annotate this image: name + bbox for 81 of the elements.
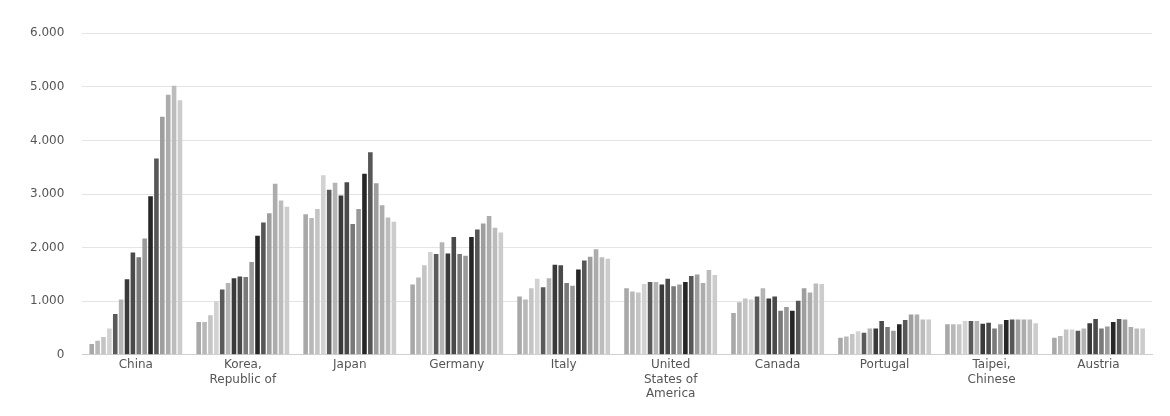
bar [677, 284, 682, 355]
bar [112, 314, 118, 355]
bar [986, 322, 991, 355]
y-tick-label: 6.000 [29, 25, 65, 40]
bar [89, 344, 95, 355]
bar [1052, 337, 1057, 355]
bar [255, 235, 260, 355]
bar [261, 222, 266, 355]
bar [475, 229, 480, 355]
y-tick-label: 3.000 [29, 186, 65, 201]
bar [784, 307, 789, 355]
bar [1093, 318, 1098, 355]
bar [795, 300, 801, 355]
x-tick-label: United States of America [643, 357, 699, 400]
bar [1027, 319, 1033, 355]
y-tick-label: 1.000 [29, 293, 65, 308]
bar [160, 116, 165, 355]
bar [148, 196, 153, 355]
bar [683, 281, 688, 355]
x-tick-label: China [118, 357, 153, 372]
x-tick-label: Austria [1077, 357, 1120, 372]
bar [457, 254, 462, 355]
bar [451, 236, 457, 355]
bar [249, 262, 254, 355]
bar [665, 278, 671, 355]
bar [350, 224, 355, 355]
bar [1134, 328, 1140, 355]
bar [838, 337, 843, 355]
bar [790, 310, 795, 355]
bar [558, 265, 564, 355]
bar [891, 330, 896, 355]
bar [410, 284, 415, 355]
bar [778, 310, 783, 355]
bar [980, 323, 986, 355]
bar [998, 324, 1003, 355]
x-tick-label: Taipei, Chinese [967, 357, 1016, 386]
bar [897, 324, 902, 355]
y-tick-label: 5.000 [29, 78, 65, 93]
y-tick-label: 4.000 [29, 132, 65, 147]
bar [885, 326, 890, 355]
bar [1087, 323, 1092, 355]
bar [570, 285, 575, 355]
bar [463, 255, 468, 355]
bar [154, 158, 159, 355]
bar [368, 152, 373, 355]
bar [564, 282, 569, 355]
bar [219, 289, 225, 355]
x-tick-label: Japan [332, 357, 367, 372]
bar [879, 321, 884, 355]
x-tick-label: Italy [550, 357, 577, 372]
bar [373, 183, 379, 355]
bar [671, 286, 676, 355]
bar [266, 213, 272, 355]
bar [517, 296, 522, 355]
bar [624, 288, 629, 355]
y-tick-label: 0 [56, 346, 65, 361]
bar [688, 276, 694, 355]
bar [945, 324, 950, 355]
x-tick-label: Korea, Republic of [209, 357, 277, 386]
bar [196, 322, 201, 355]
x-tick-label: Canada [754, 357, 801, 372]
bar [136, 257, 142, 355]
bar [873, 328, 879, 355]
bar [469, 236, 474, 355]
bar [303, 214, 308, 355]
bar [581, 260, 587, 355]
y-tick-label: 2.000 [29, 239, 65, 254]
x-tick-label: Germany [429, 357, 485, 372]
x-tick-label: Portugal [859, 357, 910, 372]
bar [992, 328, 997, 355]
bar [576, 269, 581, 355]
bar [731, 312, 736, 355]
bar [356, 209, 361, 355]
bar [142, 238, 147, 355]
bar [243, 277, 249, 355]
bar [1099, 328, 1104, 355]
bar [362, 173, 367, 355]
bar [1110, 322, 1116, 355]
bar [1003, 319, 1009, 355]
bar [772, 296, 777, 355]
bar [1105, 326, 1110, 355]
